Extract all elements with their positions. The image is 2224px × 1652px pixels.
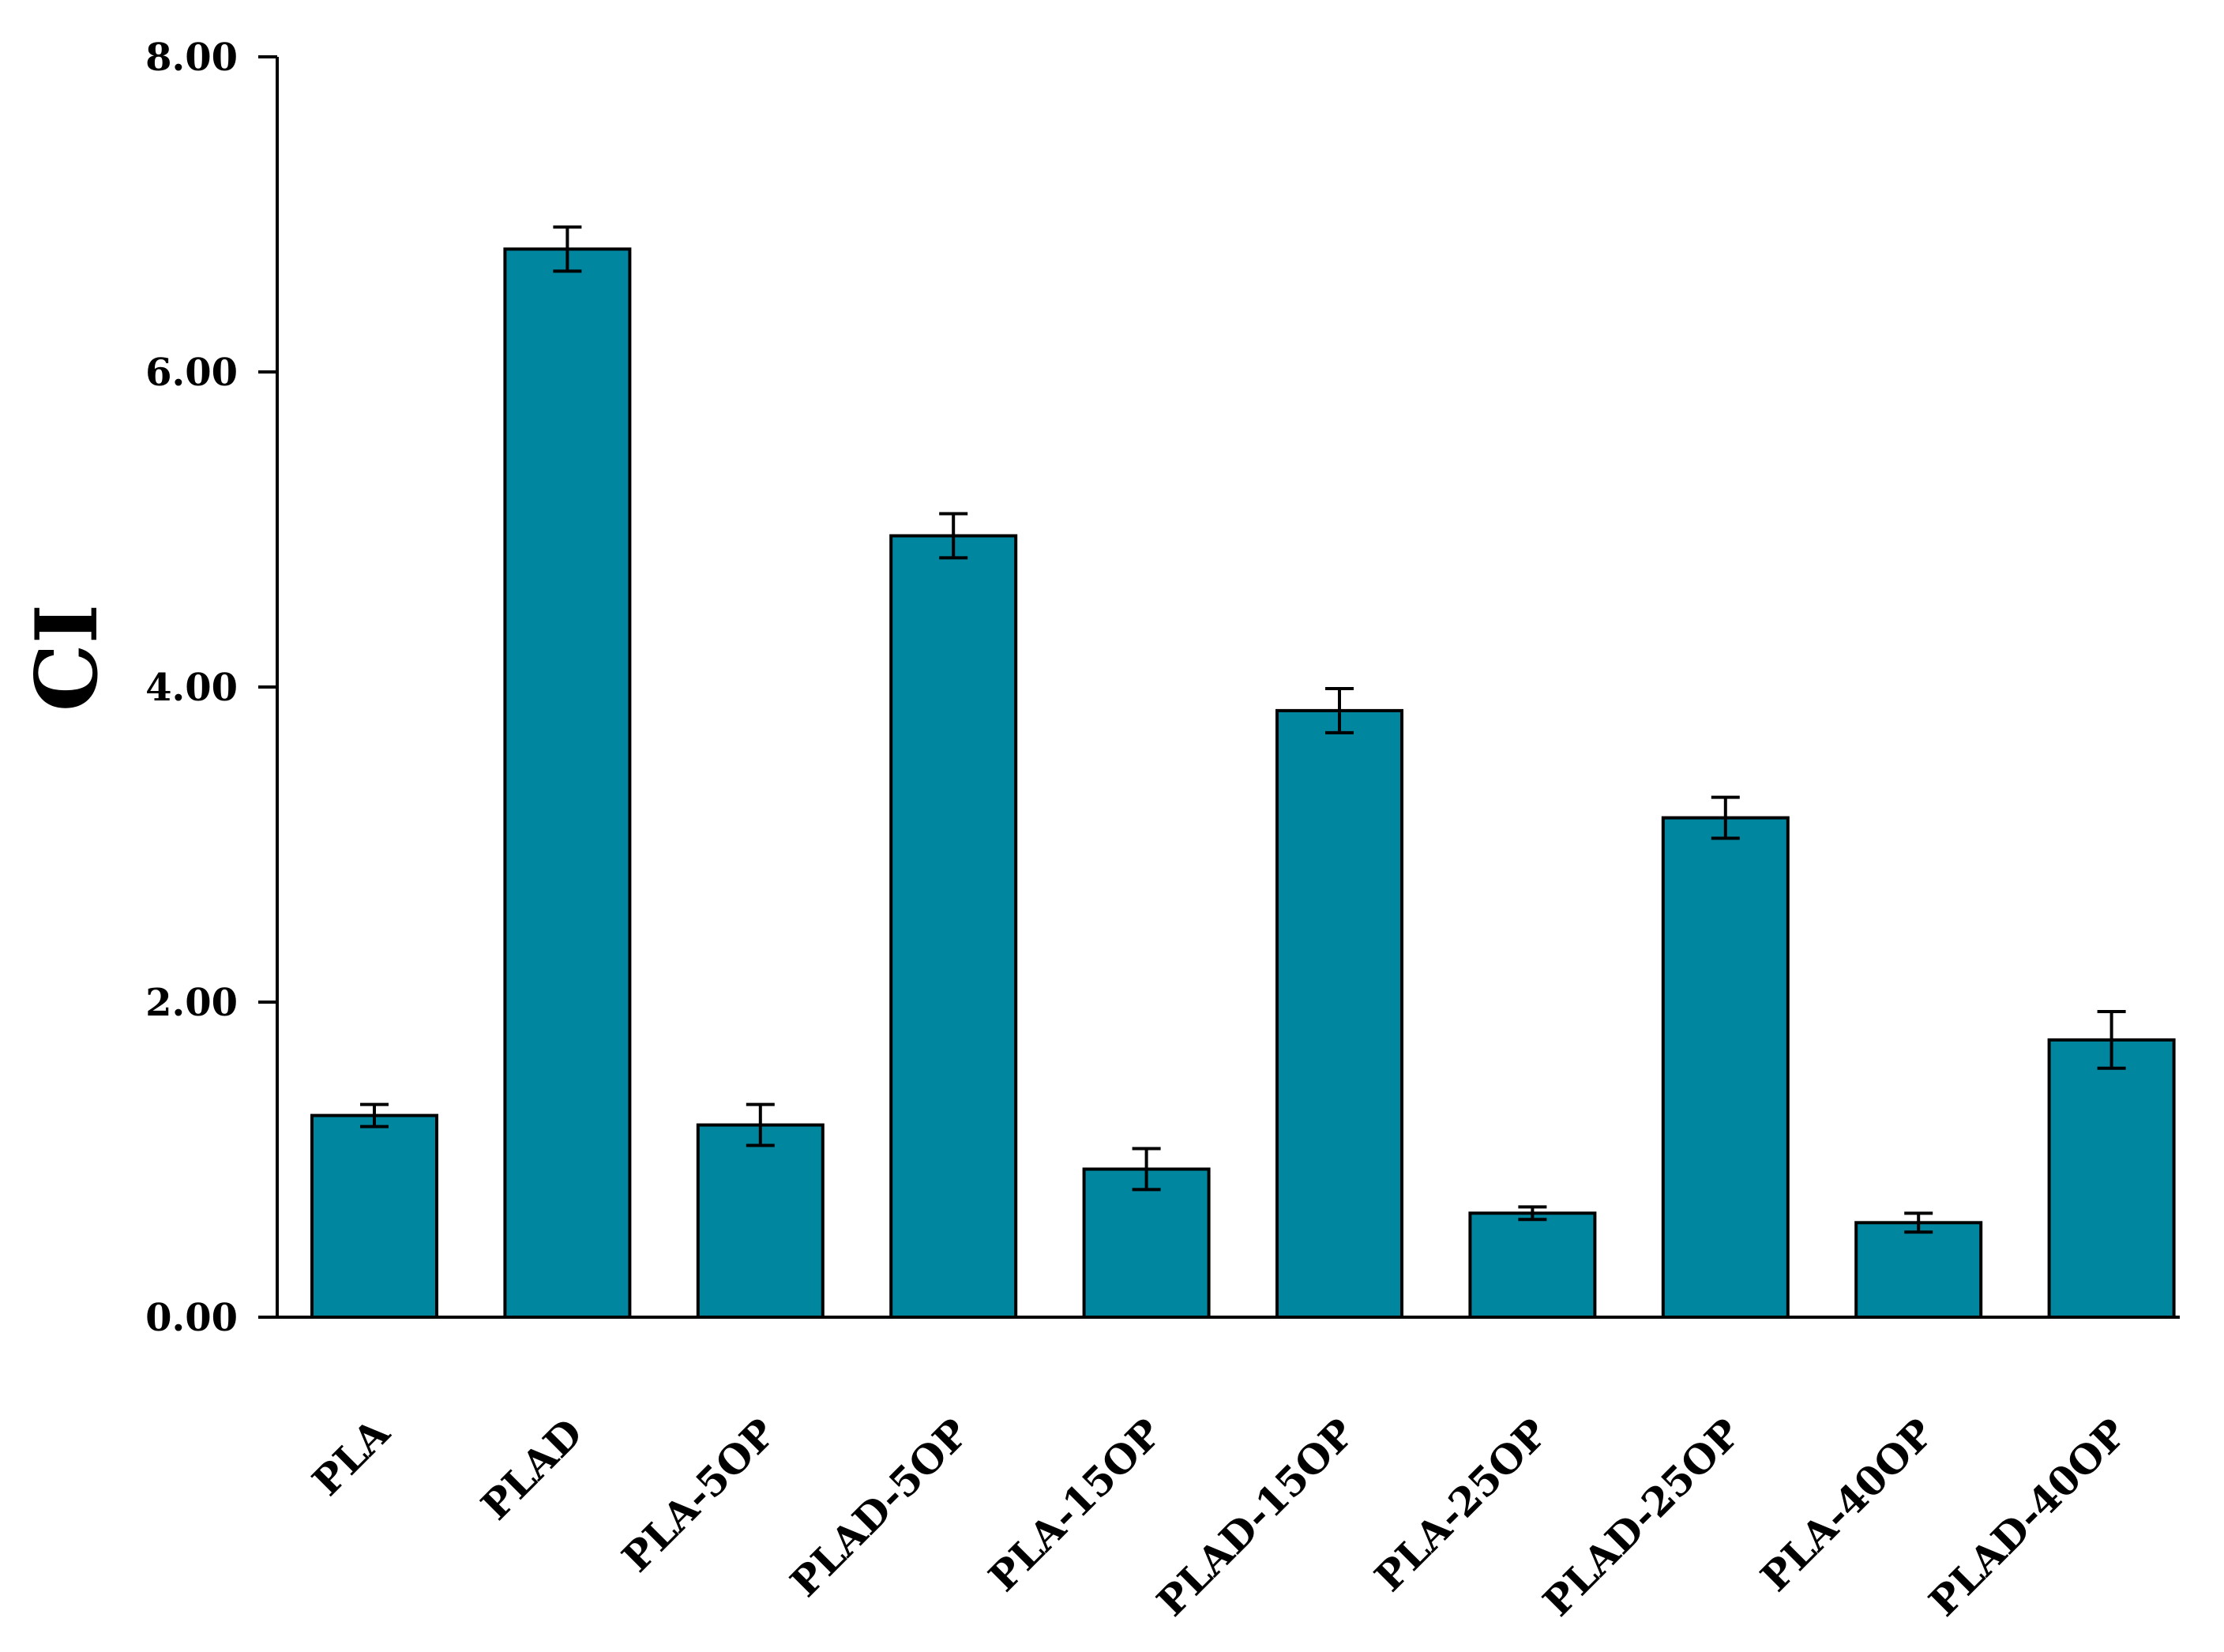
bar-plad-40op [2047,1038,2176,1320]
bar-pla-5op [696,1123,825,1319]
error-bar-plad-40op [2097,1009,2126,1070]
bar-plad-25op [1661,816,1790,1319]
bar-plad-15op [1275,708,1403,1319]
error-bar-plad [553,225,582,273]
y-tick-label: 6.00 [145,351,238,395]
bar-plad-5op [889,534,1018,1319]
x-tick-label: PLA-25OP [1366,1410,1557,1601]
error-bar-pla-40op [1904,1211,1933,1234]
error-bar-pla [360,1102,389,1128]
error-bars-layer [360,225,2126,1234]
bar-pla-15op [1082,1167,1211,1319]
error-bar-plad-15op [1325,686,1354,734]
x-tick-label: PLA-15OP [979,1410,1170,1601]
y-tick-label: 4.00 [145,666,238,710]
x-tick-label: PLA-40OP [1752,1410,1943,1601]
error-bar-plad-25op [1711,795,1740,840]
bar-pla-25op [1468,1211,1597,1320]
bar-pla [310,1113,438,1319]
error-bar-pla-5op [746,1102,775,1147]
bars-layer [310,247,2176,1320]
y-axis-title: CI [17,604,117,711]
y-tick-label: 2.00 [145,981,238,1025]
x-tick-label: PLAD-5OP [781,1410,978,1606]
x-tick-label: PLA-5OP [613,1410,784,1581]
error-bar-pla-25op [1518,1205,1547,1222]
bar-plad [503,247,632,1319]
error-bar-pla-15op [1132,1147,1161,1192]
error-bar-plad-5op [939,512,968,560]
x-tick-label: PLA [303,1409,399,1504]
y-tick-label: 0.00 [145,1296,238,1340]
axes-layer [258,55,2180,1319]
x-tick-label: PLAD [472,1410,592,1529]
x-tick-label: PLAD-25OP [1534,1410,1749,1625]
y-tick-label: 8.00 [145,36,238,80]
bar-pla-40op [1854,1221,1983,1320]
x-tick-label: PLAD-15OP [1148,1410,1363,1625]
x-tick-label: PLAD-40OP [1920,1410,2136,1625]
